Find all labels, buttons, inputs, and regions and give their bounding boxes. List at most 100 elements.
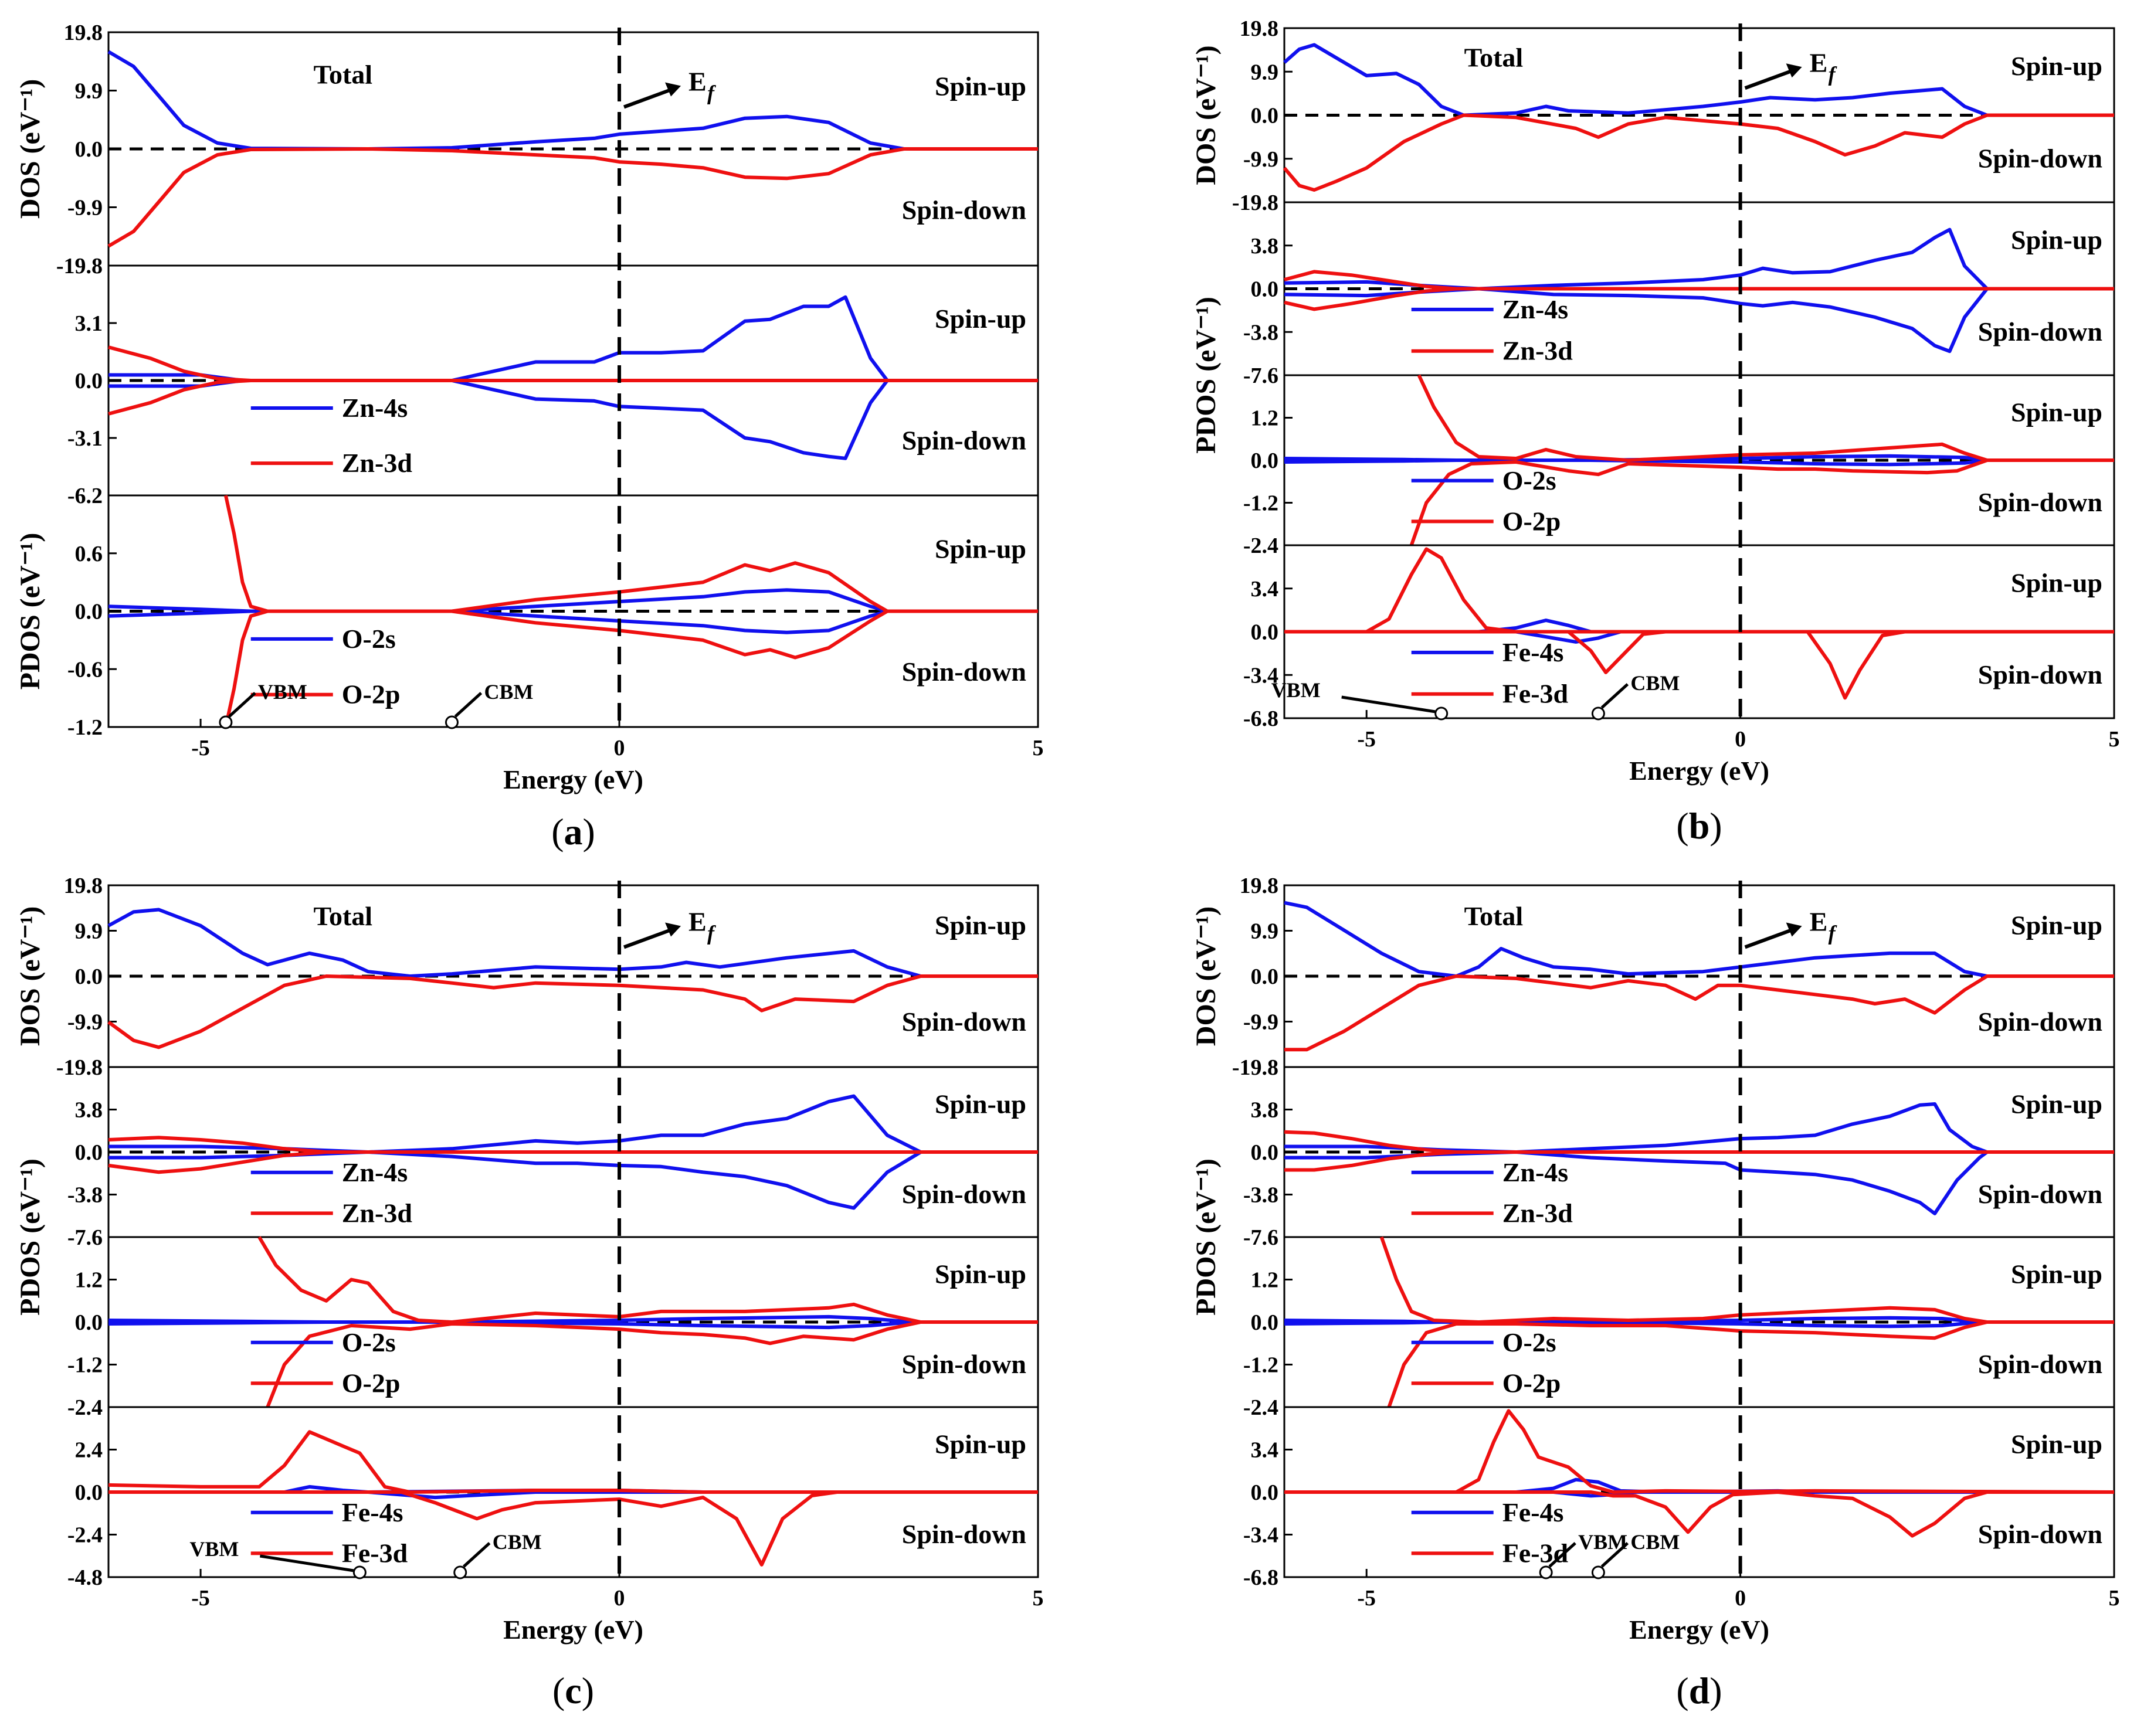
- vbm-marker: [1434, 706, 1449, 721]
- y-tick-label: -3.4: [1243, 1523, 1278, 1548]
- panel-a: 19.8 9.9 0.0 -9.9 -19.8 Spin-up Spin-down Total…: [15, 21, 1044, 852]
- y-tick-label: 0.0: [75, 1140, 103, 1165]
- spin-up-label: Spin-up: [2011, 1089, 2102, 1119]
- panel-caption: (d): [1676, 1670, 1722, 1711]
- y-tick-label: 0.0: [75, 137, 103, 162]
- dos-axis-label: DOS (eV⁻¹): [1190, 906, 1222, 1046]
- panel-caption: (b): [1676, 805, 1722, 847]
- spin-down-label: Spin-down: [902, 1007, 1026, 1037]
- series-o-2s-down: [1284, 458, 2114, 467]
- spin-up-label: Spin-up: [2011, 51, 2102, 81]
- series-total-up: [107, 908, 1038, 978]
- y-tick-label: 1.2: [1251, 1268, 1279, 1293]
- total-label: Total: [1464, 901, 1524, 931]
- legend-label: Zn-4s: [342, 1157, 408, 1187]
- subplot-total: 19.8 9.9 0.0 -9.9 -19.8 Spin-up Spin-down Total: [1232, 874, 2115, 1080]
- cbm-label: CBM: [1630, 1530, 1680, 1554]
- x-tick-label: -5: [191, 736, 210, 760]
- vbm-label: VBM: [1271, 678, 1321, 702]
- spin-down-label: Spin-down: [1978, 317, 2102, 346]
- spin-up-label: Spin-up: [935, 534, 1026, 564]
- series-o-2s-down: [108, 609, 1038, 634]
- y-tick-label: 3.4: [1251, 577, 1279, 602]
- y-tick-label: 0.0: [75, 1480, 103, 1505]
- cbm-arrow: [463, 1542, 491, 1568]
- subplot-o: 1.2 0.0 -1.2 -2.4 Spin-up Spin-down O-2s O-2p: [67, 1236, 1039, 1420]
- legend-label: Zn-4s: [1502, 1157, 1568, 1187]
- series-zn-4s-up: [108, 295, 1038, 382]
- legend-label: O-2p: [342, 1368, 401, 1398]
- series-zn-3d-down: [1284, 287, 2114, 311]
- y-tick-label: 0.0: [1251, 620, 1279, 645]
- legend-label: Fe-3d: [1502, 1538, 1569, 1568]
- caption-letter: d: [1689, 1670, 1710, 1711]
- y-tick-label: -1.2: [1243, 1353, 1278, 1378]
- caption-letter: b: [1689, 805, 1710, 847]
- subplot-o: 0.6 0.0 -0.6 -1.2 Spin-up Spin-down O-2s O-2p: [67, 494, 1039, 740]
- legend-label: Zn-4s: [1502, 294, 1568, 324]
- y-tick-label: 0.0: [1251, 449, 1279, 473]
- fermi-label-sub: f: [1829, 62, 1837, 86]
- y-tick-label: 9.9: [1251, 60, 1279, 84]
- spin-up-label: Spin-up: [2011, 225, 2102, 255]
- legend-label: Fe-4s: [342, 1497, 403, 1527]
- series-o-2p-up: [1379, 1236, 2114, 1324]
- series-o-2p-down: [1387, 1320, 2114, 1408]
- caption-paren: ): [1709, 1670, 1722, 1711]
- series-o-2p-up: [1417, 374, 2114, 462]
- fermi-label-sub: f: [1829, 922, 1837, 945]
- series-zn-4s-down: [108, 379, 1038, 460]
- y-tick-label: 0.0: [1251, 1480, 1279, 1505]
- y-tick-label: -6.8: [1243, 706, 1278, 731]
- spin-down-label: Spin-down: [902, 657, 1026, 687]
- series-fe-3d-up: [108, 1430, 1038, 1494]
- y-tick-label: -9.9: [1243, 147, 1278, 172]
- vbm-marker: [1539, 1565, 1553, 1579]
- caption-paren: ): [583, 811, 595, 852]
- x-axis-label: Energy (eV): [1629, 1615, 1769, 1645]
- cbm-arrow: [1600, 1542, 1629, 1568]
- y-tick-label: 9.9: [1251, 919, 1279, 944]
- legend-label: Zn-3d: [342, 1198, 413, 1228]
- x-tick-label: 5: [1033, 1586, 1044, 1611]
- y-tick-label: -3.8: [67, 1183, 103, 1208]
- y-tick-label: -9.9: [67, 1010, 103, 1035]
- legend-label: Fe-3d: [1502, 679, 1569, 709]
- spin-up-label: Spin-up: [2011, 1259, 2102, 1289]
- vbm-arrow: [259, 1554, 354, 1572]
- series-total-down: [107, 147, 1038, 248]
- y-tick-label: -2.4: [1243, 1395, 1278, 1420]
- y-tick-label: -4.8: [67, 1565, 103, 1590]
- vbm-marker: [219, 715, 233, 729]
- spin-up-label: Spin-up: [935, 911, 1026, 940]
- panel-caption: (c): [552, 1670, 594, 1711]
- dos-axis-label: DOS (eV⁻¹): [15, 79, 46, 219]
- spin-down-label: Spin-down: [1978, 487, 2102, 517]
- x-tick-label: 0: [614, 736, 625, 760]
- vbm-label: VBM: [258, 680, 307, 704]
- legend-label: Zn-3d: [1502, 336, 1573, 366]
- fermi-label: E: [688, 907, 707, 937]
- legend-label: O-2s: [1502, 1327, 1556, 1357]
- subplot-o: 1.2 0.0 -1.2 -2.4 Spin-up Spin-down O-2s O-2p: [1243, 1236, 2115, 1420]
- y-tick-label: -2.4: [67, 1395, 103, 1420]
- caption-paren: ): [1709, 805, 1722, 847]
- ef-arrow: [623, 926, 676, 949]
- ef-arrow-head: [665, 82, 681, 97]
- y-tick-label: -1.2: [67, 715, 103, 740]
- y-tick-label: -19.8: [56, 254, 103, 278]
- series-zn-3d-down: [108, 1150, 1038, 1174]
- y-tick-label: -3.4: [1243, 663, 1278, 688]
- series-zn-3d-down: [1284, 1150, 2114, 1172]
- series-o-2p-down: [266, 1320, 1038, 1408]
- series-fe-3d-down: [1284, 630, 2114, 700]
- series-total-down: [107, 974, 1038, 1049]
- caption-paren: (: [551, 811, 564, 852]
- y-tick-label: -6.8: [1243, 1565, 1278, 1590]
- x-axis-label: Energy (eV): [503, 1615, 643, 1645]
- caption-paren: (: [1676, 805, 1688, 847]
- x-tick-label: 0: [614, 1586, 625, 1611]
- series-o-2s-down: [108, 1320, 1038, 1330]
- spin-down-label: Spin-down: [1978, 1349, 2102, 1379]
